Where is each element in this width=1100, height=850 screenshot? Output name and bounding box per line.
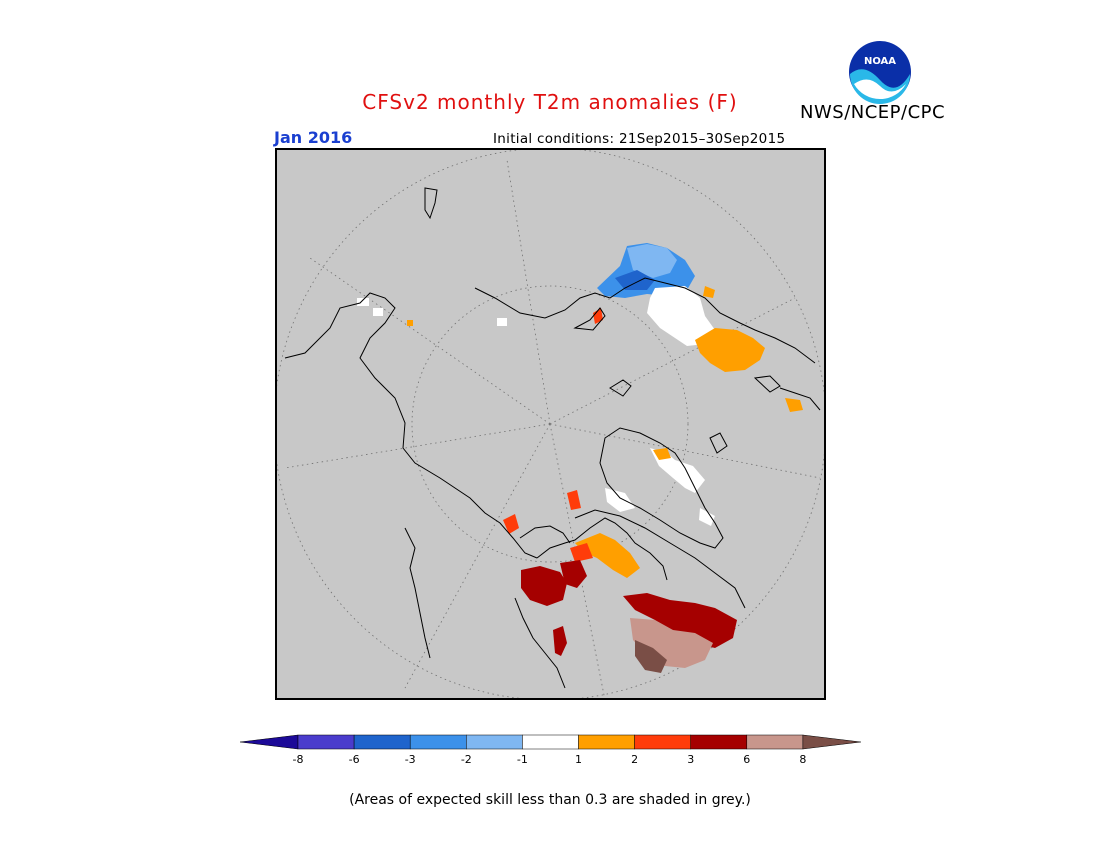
meridian-line bbox=[404, 423, 551, 689]
warm-anomaly-region bbox=[567, 490, 581, 510]
warm-anomaly-region bbox=[570, 543, 593, 562]
cold-anomaly-region bbox=[615, 270, 655, 290]
warm-anomaly-region bbox=[695, 328, 765, 372]
coastline bbox=[609, 379, 632, 397]
neutral-anomaly-region bbox=[497, 318, 507, 326]
warm-anomaly-region bbox=[785, 398, 803, 412]
valid-month: Jan 2016 bbox=[274, 128, 353, 147]
warm-anomaly-region bbox=[503, 514, 519, 534]
legend-bin bbox=[522, 734, 579, 750]
legend-tick-label: 2 bbox=[631, 753, 638, 766]
legend-tick-label: -1 bbox=[517, 753, 528, 766]
coastline bbox=[779, 387, 821, 411]
neutral-anomaly-region bbox=[373, 308, 383, 316]
legend-bin bbox=[578, 734, 635, 750]
warm-anomaly-region bbox=[653, 448, 671, 460]
neutral-anomaly-region bbox=[357, 298, 369, 306]
legend-bin bbox=[353, 734, 411, 750]
noaa-logo: NOAA bbox=[849, 41, 911, 104]
legend-tick-label: 3 bbox=[687, 753, 694, 766]
warm-anomaly-region bbox=[575, 533, 640, 578]
legend-tick-label: -6 bbox=[349, 753, 360, 766]
warm-anomaly-region bbox=[623, 593, 737, 648]
neutral-anomaly-region bbox=[647, 286, 715, 346]
coastline bbox=[284, 292, 538, 559]
meridian-line bbox=[549, 297, 796, 425]
warm-anomaly-region bbox=[635, 640, 667, 673]
coastline bbox=[514, 597, 566, 689]
legend-bin bbox=[690, 734, 748, 750]
legend-bin bbox=[802, 734, 861, 750]
legend-tick-label: 1 bbox=[575, 753, 582, 766]
cold-anomaly-region bbox=[627, 244, 677, 278]
neutral-anomaly-region bbox=[605, 488, 635, 512]
legend-bin bbox=[297, 734, 355, 750]
legend-tick-label: -2 bbox=[461, 753, 472, 766]
latitude-circle bbox=[411, 285, 689, 563]
neutral-anomaly-region bbox=[650, 448, 705, 493]
legend-bin bbox=[466, 734, 523, 750]
meridian-line bbox=[549, 423, 821, 479]
coastline bbox=[536, 517, 668, 581]
legend-tick-label: -3 bbox=[405, 753, 416, 766]
initial-conditions: Initial conditions: 21Sep2015–30Sep2015 bbox=[493, 131, 786, 147]
legend-tick-label: 8 bbox=[799, 753, 806, 766]
warm-anomaly-region bbox=[560, 560, 587, 588]
coastline bbox=[474, 277, 816, 364]
legend-tick-label: 6 bbox=[743, 753, 750, 766]
coastline bbox=[519, 525, 571, 544]
neutral-anomaly-region bbox=[699, 508, 715, 526]
legend-bin bbox=[409, 734, 467, 750]
warm-anomaly-region bbox=[593, 308, 603, 324]
warm-anomaly-region bbox=[407, 320, 413, 326]
skill-footnote: (Areas of expected skill less than 0.3 a… bbox=[349, 792, 751, 808]
warm-anomaly-region bbox=[521, 566, 567, 606]
coastline bbox=[709, 432, 728, 454]
coastline bbox=[424, 187, 438, 220]
legend-tick-label: -8 bbox=[293, 753, 304, 766]
coastline bbox=[753, 375, 781, 393]
agency-label: NWS/NCEP/CPC bbox=[800, 102, 946, 123]
legend-bin bbox=[239, 734, 299, 750]
warm-anomaly-region bbox=[553, 626, 567, 656]
legend-bin bbox=[746, 734, 804, 750]
coastline bbox=[404, 527, 431, 659]
chart-title: CFSv2 monthly T2m anomalies (F) bbox=[362, 90, 738, 114]
coastline bbox=[573, 307, 606, 331]
map-frame bbox=[275, 148, 826, 700]
coastline bbox=[599, 427, 724, 549]
color-legend: -8 -6 -3 -2 -1 1 2 3 6 8 bbox=[239, 734, 861, 766]
noaa-logo-text: NOAA bbox=[864, 56, 896, 67]
meridian-line bbox=[309, 257, 551, 425]
coastlines bbox=[284, 187, 821, 689]
polar-map bbox=[275, 148, 826, 700]
coastline bbox=[574, 509, 746, 609]
legend-bin bbox=[634, 734, 691, 750]
warm-anomaly-region bbox=[703, 286, 715, 298]
